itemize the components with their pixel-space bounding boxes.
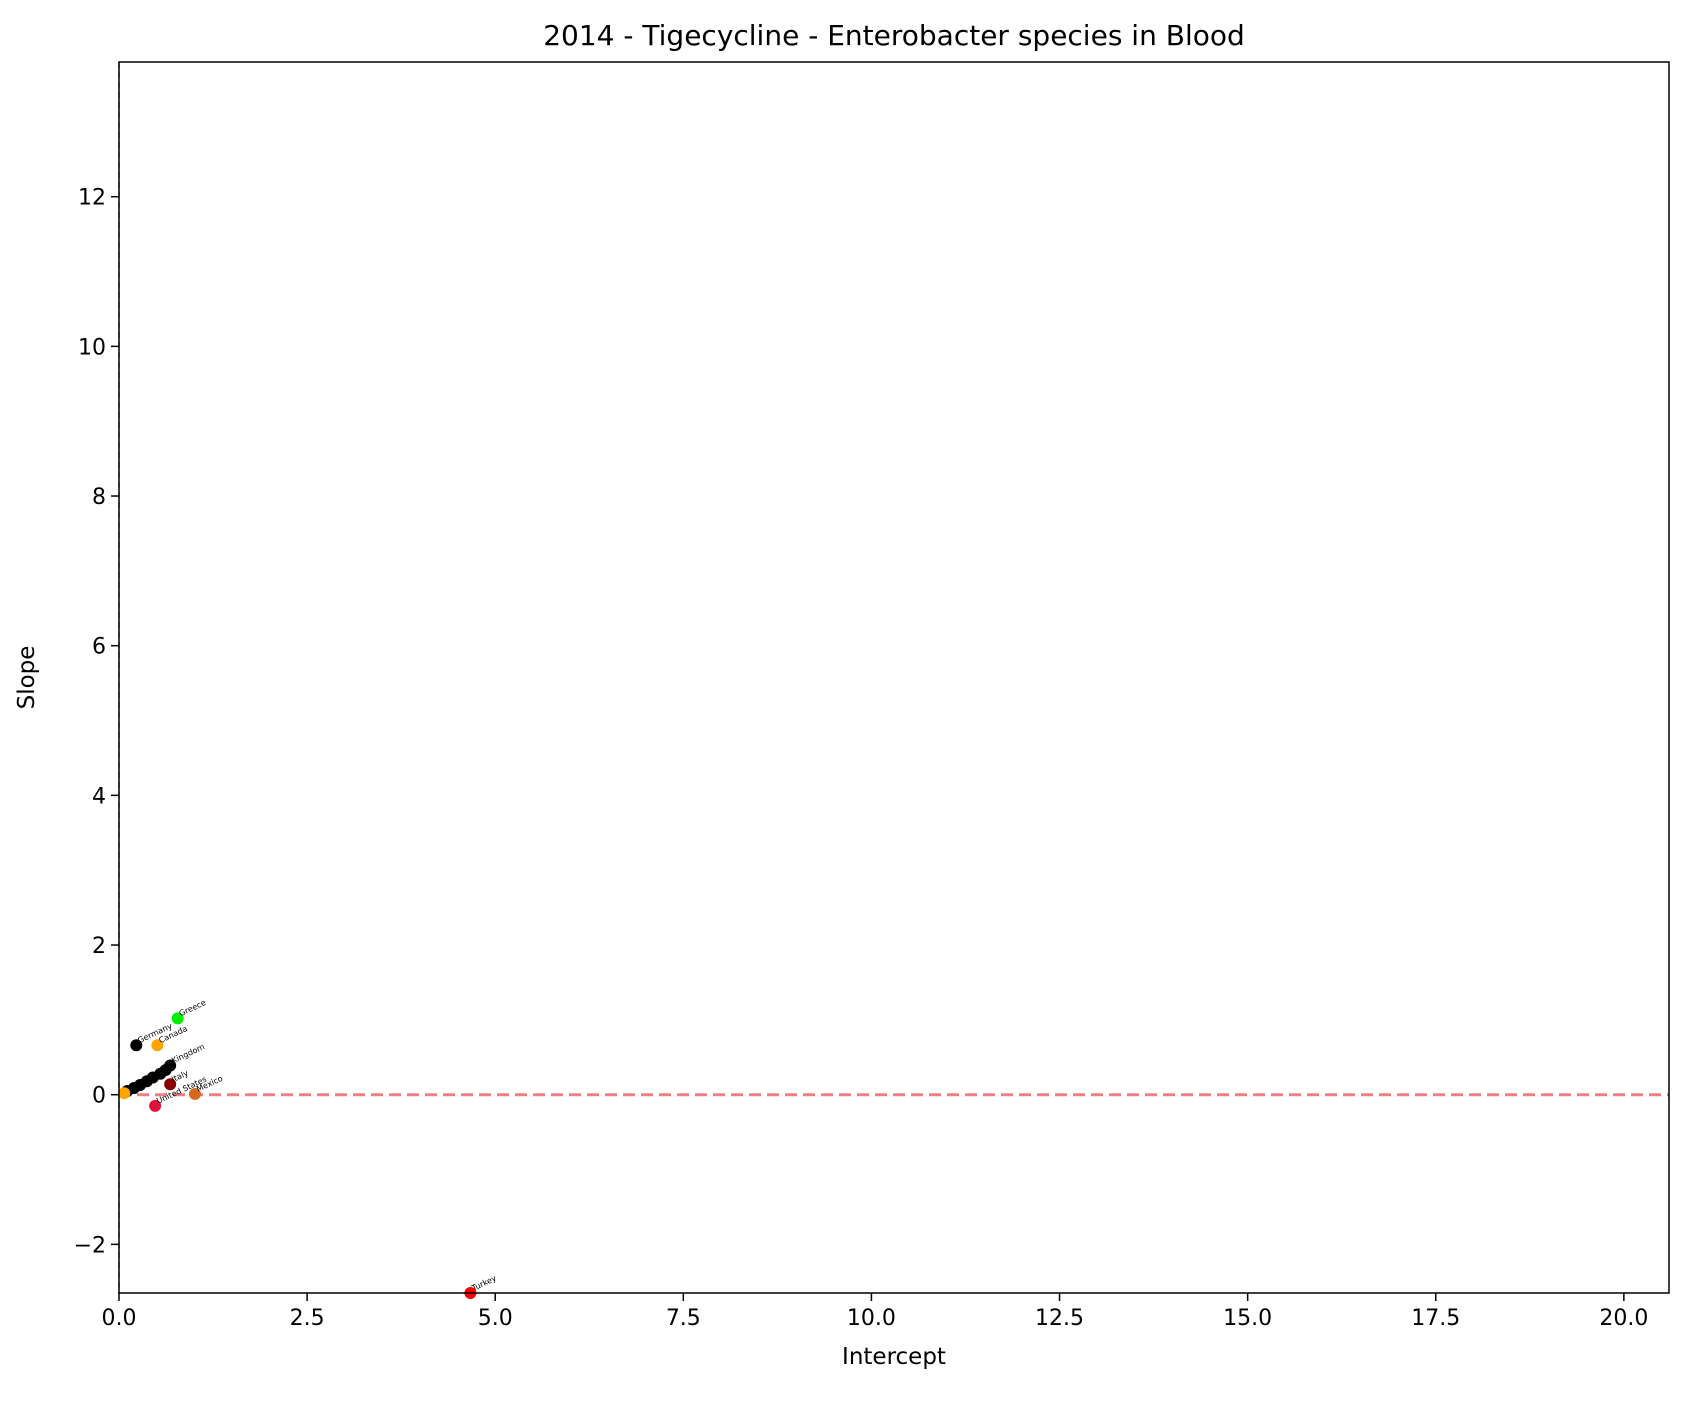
x-tick-label: 0.0 (102, 1306, 137, 1331)
data-point (151, 1039, 164, 1052)
data-point (171, 1012, 184, 1025)
data-point (130, 1039, 143, 1052)
chart-title: 2014 - Tigecycline - Enterobacter specie… (543, 19, 1245, 52)
y-tick-label: 2 (92, 934, 106, 959)
data-points (118, 1012, 477, 1299)
data-point (164, 1078, 177, 1091)
y-tick-label: 12 (78, 186, 106, 211)
x-tick-label: 12.5 (1035, 1306, 1084, 1331)
x-tick-label: 10.0 (847, 1306, 896, 1331)
x-axis-title: Intercept (842, 1344, 946, 1370)
y-tick-label: 6 (92, 635, 106, 660)
x-tick-label: 7.5 (666, 1306, 701, 1331)
y-axis-title: Slope (14, 646, 40, 710)
x-tick-label: 2.5 (290, 1306, 325, 1331)
y-tick-label: 8 (92, 485, 106, 510)
data-point (118, 1087, 131, 1100)
y-axis-ticks: −2 0 2 4 6 8 10 12 (74, 186, 119, 1258)
y-tick-label: 0 (92, 1084, 106, 1109)
y-tick-label: 4 (92, 784, 106, 809)
data-point (188, 1087, 201, 1100)
x-tick-label: 17.5 (1411, 1306, 1460, 1331)
y-tick-label: −2 (74, 1233, 106, 1258)
data-point (149, 1099, 162, 1112)
x-tick-label: 15.0 (1223, 1306, 1272, 1331)
x-axis-ticks: 0.0 2.5 5.0 7.5 10.0 12.5 15.0 17.5 20.0 (102, 1293, 1648, 1331)
y-tick-label: 10 (78, 335, 106, 360)
x-tick-label: 5.0 (478, 1306, 513, 1331)
x-tick-label: 20.0 (1599, 1306, 1648, 1331)
plot-area-frame (118, 61, 1670, 1294)
